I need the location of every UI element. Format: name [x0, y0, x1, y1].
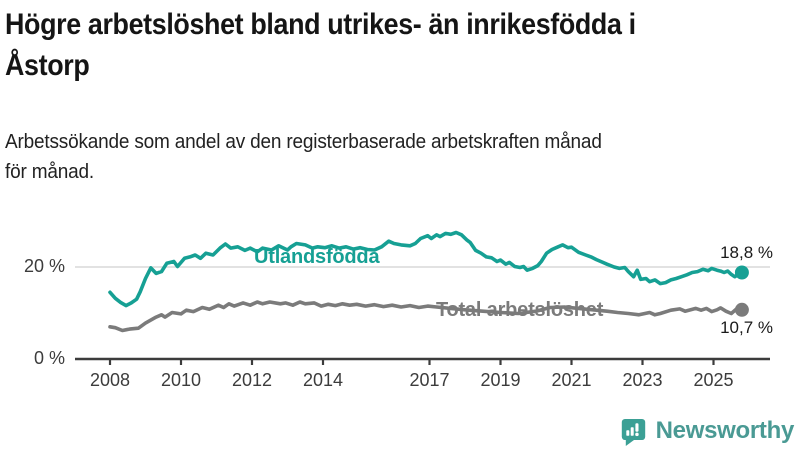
x-axis-label-2012: 2012 — [231, 370, 273, 390]
line-utlandsfodda — [108, 230, 744, 308]
end-dot-total-arbetsloshet — [734, 302, 749, 317]
newsworthy-logo: Newsworthy — [618, 416, 794, 446]
line-total-arbetsloshet — [108, 300, 744, 333]
series-label-utlandsfodda: Utlandsfödda — [254, 246, 380, 268]
x-axis-label-2010: 2010 — [160, 370, 202, 390]
y-axis-label-20: 20 % — [23, 256, 65, 276]
series-label-total-arbetsloshet: Total arbetslöshet — [436, 299, 604, 321]
subtitle-line-1: Arbetssökande som andel av den registerb… — [5, 131, 602, 153]
end-value-label-total: 10,7 % — [720, 318, 773, 337]
newsworthy-chart-bubble-icon — [621, 419, 645, 446]
title-line-1: Högre arbetslöshet bland utrikes- än inr… — [5, 8, 636, 41]
x-axis-label-2021: 2021 — [551, 370, 592, 390]
chart-subtitle: Arbetssökande som andel av den registerb… — [5, 127, 800, 187]
end-value-label-utlandsfodda: 18,8 % — [720, 243, 773, 262]
x-axis-label-2025: 2025 — [693, 370, 734, 390]
y-axis-label-0: 0 % — [33, 348, 65, 368]
x-axis-label-2019: 2019 — [480, 370, 521, 390]
x-axis-label-2014: 2014 — [302, 370, 344, 390]
subtitle-line-2: för månad. — [5, 161, 94, 183]
x-axis-label-2023: 2023 — [622, 370, 663, 390]
x-axis-label-2008: 2008 — [89, 370, 131, 390]
end-dot-utlandsfodda — [734, 265, 749, 280]
x-axis-label-2017: 2017 — [409, 370, 450, 390]
page-title: Högre arbetslöshet bland utrikes- än inr… — [5, 4, 800, 86]
newsworthy-wordmark: Newsworthy — [655, 417, 795, 444]
title-line-2: Åstorp — [5, 49, 90, 82]
